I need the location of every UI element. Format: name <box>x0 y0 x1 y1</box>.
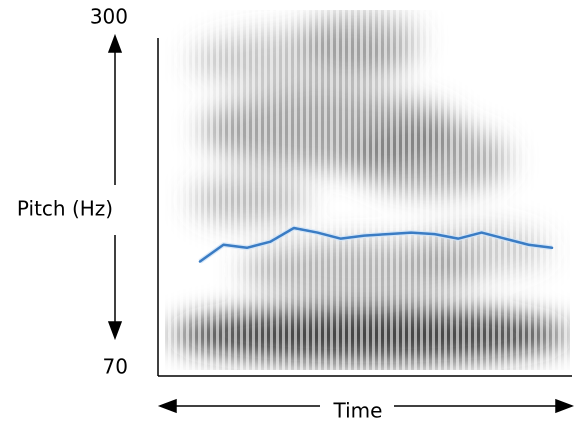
y-tick-label: 70 <box>103 355 128 379</box>
x-axis-label: Time <box>333 399 383 423</box>
pitch-line <box>198 226 554 263</box>
y-arrow <box>107 33 123 341</box>
y-tick-label: 300 <box>90 5 128 29</box>
spectrogram <box>165 10 570 370</box>
y-axis-label: Pitch (Hz) <box>17 197 113 221</box>
x-arrow <box>157 398 574 414</box>
